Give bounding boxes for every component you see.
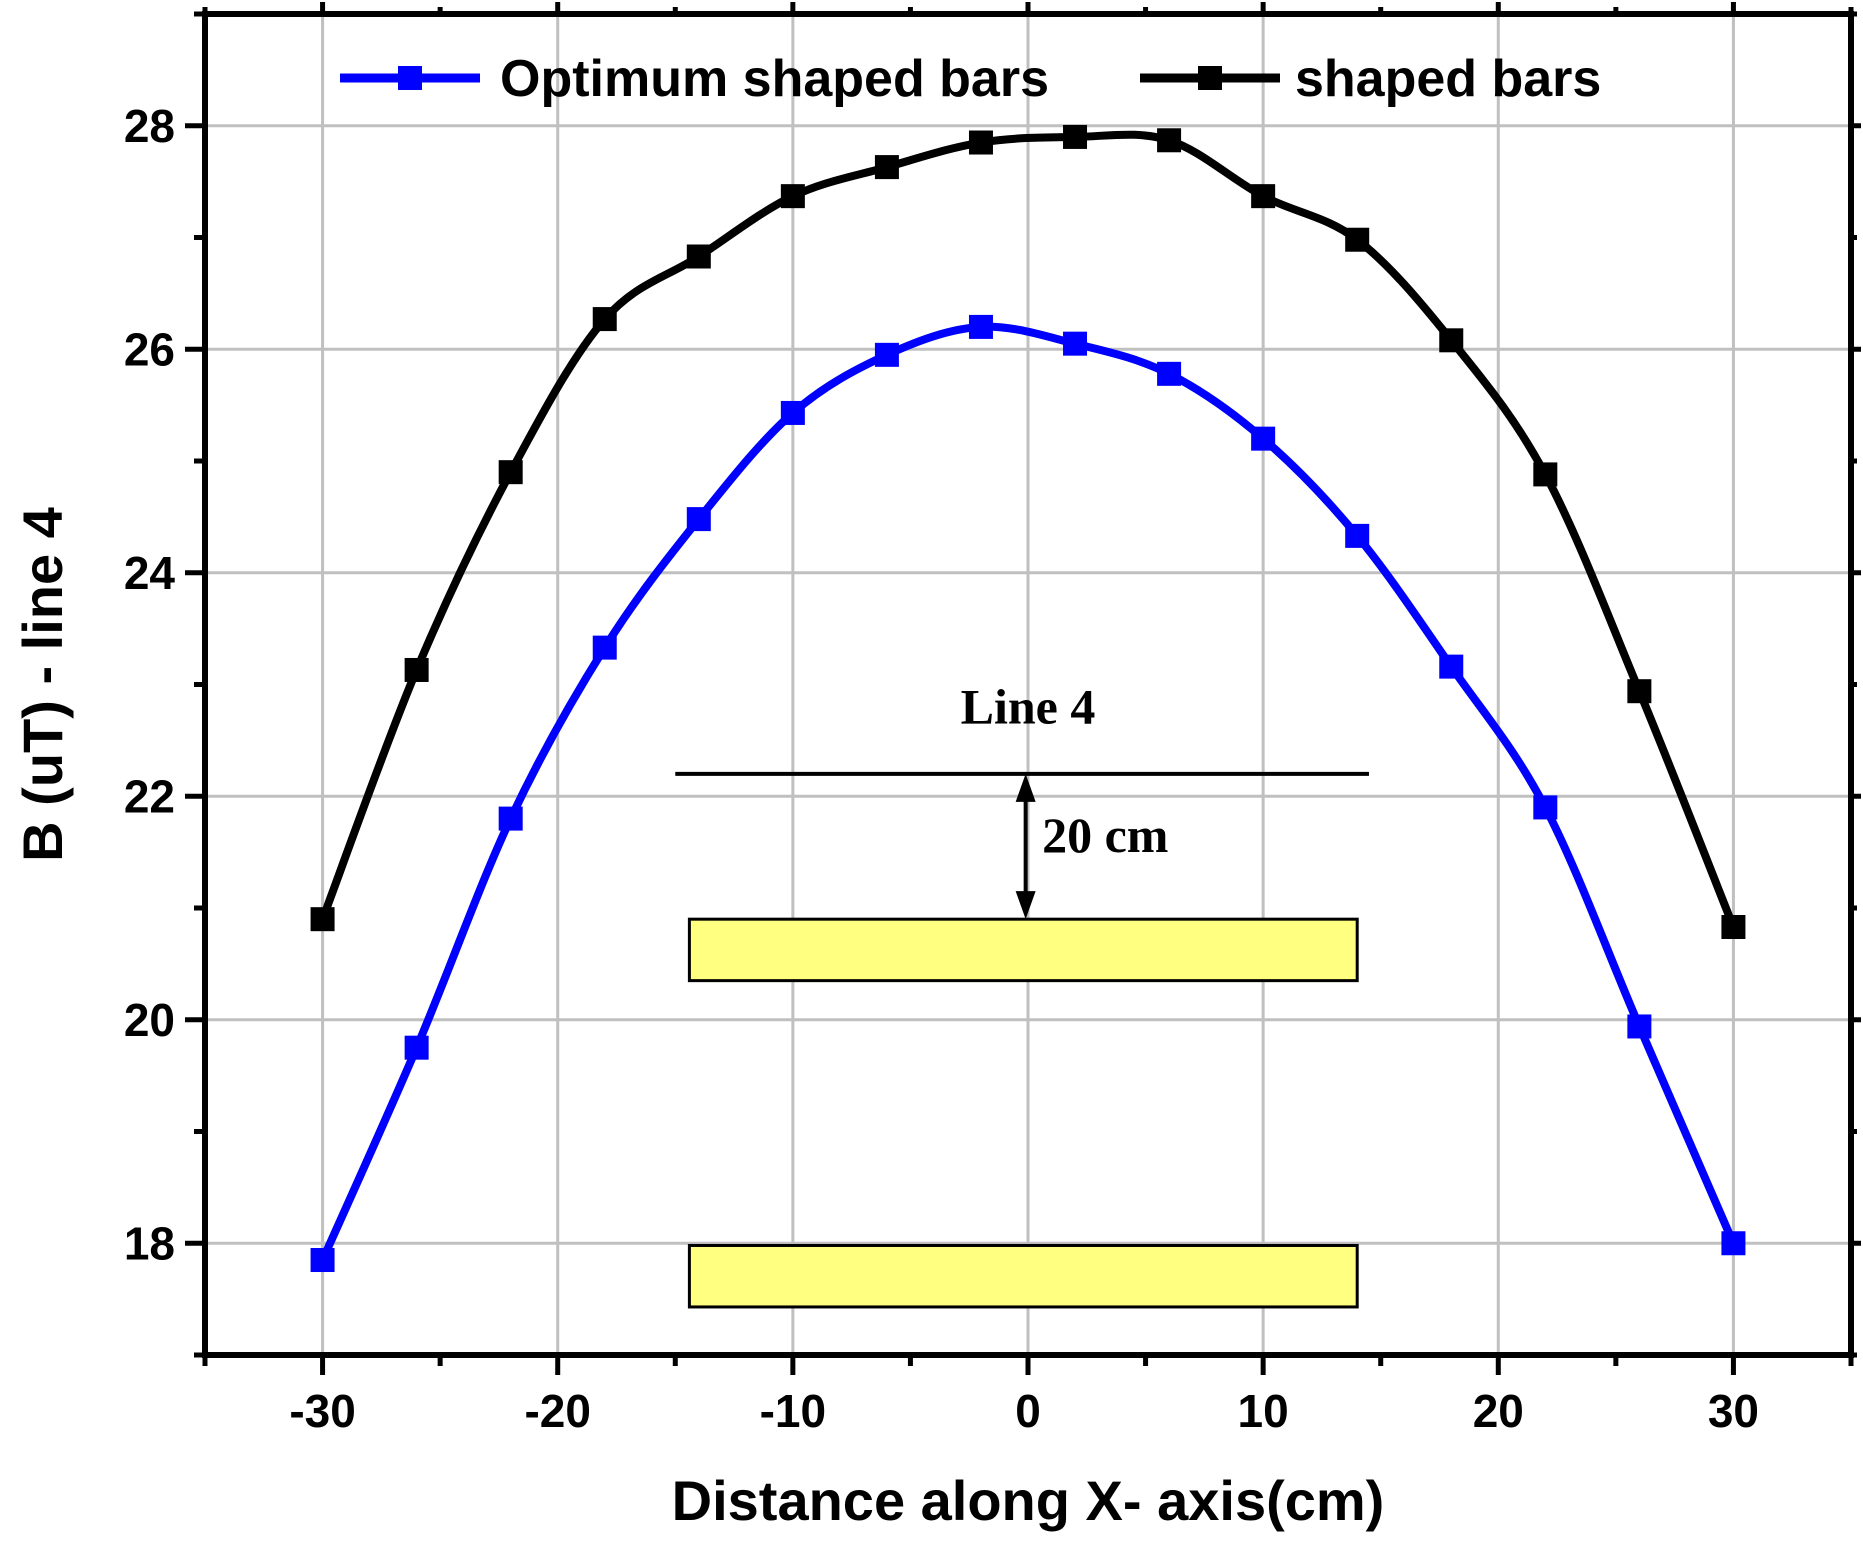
series-optimum-shaped-bars: [310, 314, 1746, 1273]
data-point: [310, 1248, 335, 1273]
data-point: [1251, 184, 1276, 209]
data-point: [1439, 328, 1464, 353]
data-point: [1627, 1014, 1652, 1039]
y-axis-title: B (uT) - line 4: [11, 507, 74, 862]
data-point: [686, 507, 711, 532]
x-tick-label: -30: [289, 1385, 355, 1437]
data-point: [780, 400, 805, 425]
data-point: [1721, 914, 1746, 939]
x-tick-label: 20: [1473, 1385, 1524, 1437]
data-point: [1063, 331, 1088, 356]
x-axis-title: Distance along X- axis(cm): [672, 1469, 1385, 1532]
x-tick-label: 10: [1238, 1385, 1289, 1437]
line-4-label: Line 4: [961, 679, 1096, 735]
x-tick-label: -10: [760, 1385, 826, 1437]
data-point: [1251, 426, 1276, 451]
data-point: [968, 130, 993, 155]
legend: Optimum shaped bars shaped bars: [340, 50, 1601, 108]
series-group: [310, 124, 1746, 1273]
data-point: [686, 244, 711, 269]
data-point: [498, 460, 523, 485]
upper-bar: [687, 917, 1359, 983]
legend-item: Optimum shaped bars: [340, 50, 1049, 108]
legend-marker: [398, 66, 422, 90]
data-point: [592, 635, 617, 660]
distance-label: 20 cm: [1042, 807, 1168, 863]
distance-arrow-head-top: [1015, 773, 1036, 802]
data-point: [1345, 227, 1370, 252]
data-point: [874, 342, 899, 367]
y-tick-label: 26: [124, 323, 175, 375]
data-point: [1157, 128, 1182, 153]
lower-bar: [687, 1243, 1359, 1309]
data-point: [1345, 523, 1370, 548]
legend-marker: [1198, 66, 1222, 90]
y-tick-label: 22: [124, 770, 175, 822]
x-tick-label: 30: [1708, 1385, 1759, 1437]
data-point: [1439, 654, 1464, 679]
data-point: [310, 907, 335, 932]
data-point: [1721, 1231, 1746, 1256]
legend-label: shaped bars: [1295, 50, 1601, 108]
y-tick-label: 24: [124, 547, 176, 599]
data-point: [1063, 124, 1088, 149]
x-tick-label: 0: [1015, 1385, 1041, 1437]
data-point: [1533, 795, 1558, 820]
distance-arrow-head-bottom: [1015, 891, 1036, 920]
grid-lines: [205, 14, 1851, 1355]
data-point: [1157, 361, 1182, 386]
legend-item: shaped bars: [1140, 50, 1601, 108]
data-point: [498, 806, 523, 831]
x-tick-label: -20: [524, 1385, 590, 1437]
series-shaped-bars: [310, 124, 1746, 939]
data-point: [592, 307, 617, 332]
axes: -30 -20 -10 0 10 20 30 18 20 22 24 26 28: [124, 2, 1861, 1437]
y-tick-label: 28: [124, 100, 175, 152]
data-point: [874, 155, 899, 180]
data-point: [1533, 462, 1558, 487]
data-point: [404, 657, 429, 682]
data-point: [968, 314, 993, 339]
data-point: [404, 1035, 429, 1060]
data-point: [780, 184, 805, 209]
diagram-annotation: Line 4 20 cm: [675, 679, 1369, 1309]
y-tick-label: 20: [124, 994, 175, 1046]
y-tick-label: 18: [124, 1217, 175, 1269]
data-point: [1627, 679, 1652, 704]
legend-label: Optimum shaped bars: [500, 50, 1049, 108]
